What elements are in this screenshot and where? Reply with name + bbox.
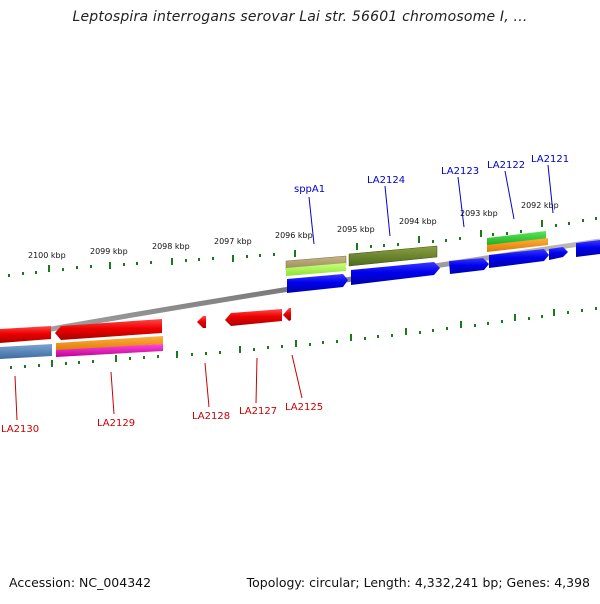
gene-arrow-blue[interactable] — [351, 262, 440, 285]
gene-label-LA2127[interactable]: LA2127 — [239, 406, 277, 417]
feature-lime[interactable] — [286, 263, 346, 276]
scale-label: 2092 kbp — [521, 201, 559, 210]
feature-magenta[interactable] — [56, 344, 163, 357]
gene-label-LA2125[interactable]: LA2125 — [285, 402, 323, 413]
forward-gene-callouts — [308, 164, 554, 245]
forward-scale-ticks — [48, 220, 543, 272]
gene-label-LA2129[interactable]: LA2129 — [97, 418, 135, 429]
feature-orange[interactable] — [56, 336, 163, 351]
scale-label: 2097 kbp — [214, 237, 252, 246]
scale-label: 2099 kbp — [90, 247, 128, 256]
map-title: Leptospira interrogans serovar Lai str. … — [72, 9, 528, 25]
scale-label: 2095 kbp — [337, 225, 375, 234]
reverse-strand-features — [0, 308, 291, 359]
accession-text: Accession: NC_004342 — [9, 575, 152, 590]
feature-green[interactable] — [487, 231, 546, 246]
scale-label: 2096 kbp — [275, 231, 313, 240]
gene-label-LA2121[interactable]: LA2121 — [531, 154, 569, 165]
scale-labels: 2100 kbp 2099 kbp 2098 kbp 2097 kbp 2096… — [28, 201, 559, 260]
gene-label-sppA1[interactable]: sppA1 — [294, 184, 325, 195]
gene-label-LA2128[interactable]: LA2128 — [192, 411, 230, 422]
gene-label-LA2123[interactable]: LA2123 — [441, 166, 479, 177]
gene-arrow-red[interactable] — [225, 309, 282, 326]
scale-label: 2100 kbp — [28, 251, 66, 260]
forward-scale-dots — [8, 217, 597, 277]
forward-strand-features — [285, 231, 600, 293]
scale-label: 2098 kbp — [152, 242, 190, 251]
gene-label-LA2122[interactable]: LA2122 — [487, 160, 525, 171]
feature-orange[interactable] — [487, 238, 548, 252]
gene-arrow-blue[interactable] — [287, 274, 348, 293]
genome-summary-text: Topology: circular; Length: 4,332,241 bp… — [246, 575, 590, 590]
gene-label-LA2124[interactable]: LA2124 — [367, 175, 405, 186]
scale-label: 2093 kbp — [460, 209, 498, 218]
forward-gene-labels: sppA1 LA2124 LA2123 LA2122 LA2121 — [294, 154, 569, 195]
feature-olive[interactable] — [348, 245, 438, 267]
gene-arrow-red[interactable] — [283, 308, 291, 321]
gene-arrow-blue[interactable] — [449, 258, 489, 274]
feature-steel[interactable] — [0, 344, 52, 359]
gene-arrow-blue[interactable] — [576, 240, 600, 257]
gene-label-LA2130[interactable]: LA2130 — [1, 424, 39, 435]
gene-arrow-blue[interactable] — [489, 249, 549, 268]
reverse-scale-dots — [10, 307, 597, 369]
reverse-scale-ticks — [51, 309, 555, 367]
gene-arrow-red[interactable] — [55, 319, 162, 340]
reverse-gene-labels: LA2130 LA2129 LA2128 LA2127 LA2125 — [1, 402, 323, 435]
gene-arrow-blue[interactable] — [549, 247, 568, 260]
scale-label: 2094 kbp — [399, 217, 437, 226]
gene-arrow-red[interactable] — [0, 326, 51, 343]
reverse-gene-callouts — [14, 354, 303, 421]
gene-arrow-red[interactable] — [197, 316, 206, 328]
